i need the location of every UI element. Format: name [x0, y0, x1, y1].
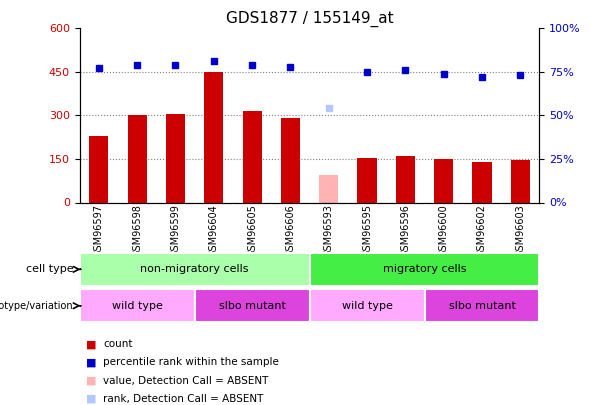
Bar: [204, 72, 223, 202]
Text: ■: ■: [86, 394, 96, 404]
Text: GSM96596: GSM96596: [400, 204, 410, 257]
Bar: [80, 253, 310, 286]
Bar: [128, 115, 147, 202]
Text: wild type: wild type: [112, 301, 162, 311]
Text: GSM96606: GSM96606: [286, 204, 295, 257]
Title: GDS1877 / 155149_at: GDS1877 / 155149_at: [226, 11, 394, 27]
Text: slbo mutant: slbo mutant: [219, 301, 286, 311]
Bar: [281, 118, 300, 202]
Text: GSM96598: GSM96598: [132, 204, 142, 257]
Text: count: count: [103, 339, 132, 349]
Text: cell type: cell type: [26, 264, 74, 274]
Text: wild type: wild type: [341, 301, 392, 311]
Text: GSM96595: GSM96595: [362, 204, 372, 257]
Bar: [243, 111, 262, 202]
Bar: [424, 289, 539, 322]
Bar: [89, 136, 109, 202]
Text: GSM96597: GSM96597: [94, 204, 104, 257]
Text: ■: ■: [86, 339, 96, 349]
Text: value, Detection Call = ABSENT: value, Detection Call = ABSENT: [103, 376, 268, 386]
Text: percentile rank within the sample: percentile rank within the sample: [103, 358, 279, 367]
Bar: [434, 159, 453, 202]
Text: GSM96605: GSM96605: [247, 204, 257, 257]
Bar: [511, 160, 530, 202]
Text: migratory cells: migratory cells: [383, 264, 466, 274]
Bar: [357, 158, 376, 202]
Bar: [310, 289, 424, 322]
Text: rank, Detection Call = ABSENT: rank, Detection Call = ABSENT: [103, 394, 264, 404]
Bar: [195, 289, 310, 322]
Bar: [80, 289, 195, 322]
Text: GSM96599: GSM96599: [170, 204, 180, 257]
Text: GSM96602: GSM96602: [477, 204, 487, 257]
Text: genotype/variation: genotype/variation: [0, 301, 74, 311]
Text: GSM96604: GSM96604: [209, 204, 219, 257]
Bar: [166, 114, 185, 202]
Bar: [310, 253, 539, 286]
Text: GSM96603: GSM96603: [516, 204, 525, 257]
Bar: [473, 162, 492, 202]
Bar: [396, 156, 415, 202]
Bar: [319, 175, 338, 202]
Text: non-migratory cells: non-migratory cells: [140, 264, 249, 274]
Text: ■: ■: [86, 358, 96, 367]
Text: slbo mutant: slbo mutant: [449, 301, 516, 311]
Text: GSM96600: GSM96600: [439, 204, 449, 257]
Text: ■: ■: [86, 376, 96, 386]
Text: GSM96593: GSM96593: [324, 204, 333, 257]
